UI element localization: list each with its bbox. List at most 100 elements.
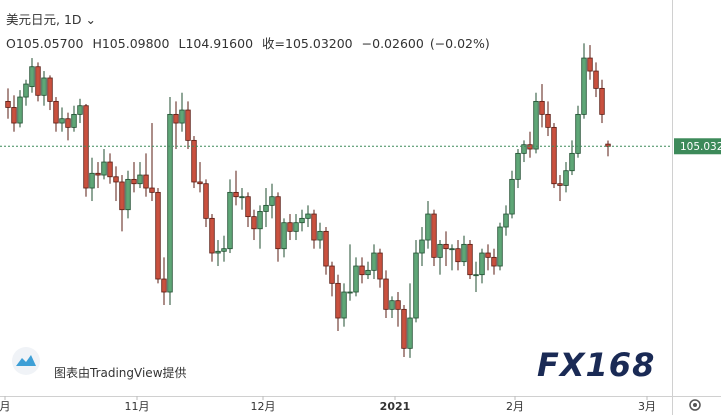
candle-body xyxy=(281,222,287,250)
candle-body xyxy=(263,204,269,212)
candle-body xyxy=(167,113,173,293)
ohlc-key: H xyxy=(92,36,102,51)
candle-body xyxy=(329,265,335,284)
candle-body xyxy=(497,226,503,267)
candle-body xyxy=(527,144,533,150)
candle-body xyxy=(23,83,29,98)
candle-body xyxy=(149,187,155,193)
last-price-label: 105.032 xyxy=(680,141,721,153)
candle-body xyxy=(389,300,395,310)
candle-body xyxy=(479,252,485,276)
x-tick-label: 月 xyxy=(0,400,10,413)
candle-body xyxy=(515,152,521,180)
candle-body xyxy=(371,252,377,271)
candle-body xyxy=(419,239,425,254)
candle-body xyxy=(545,113,551,128)
candle-body xyxy=(179,109,185,124)
interval[interactable]: 1D xyxy=(63,12,82,27)
candle-body xyxy=(377,252,383,280)
candle-body xyxy=(239,196,245,199)
candle-body xyxy=(77,105,83,115)
candle-body xyxy=(233,191,239,198)
x-tick-label: 2021 xyxy=(380,400,411,413)
candle-body xyxy=(95,172,101,176)
candle-body xyxy=(341,291,347,319)
candle-body xyxy=(569,152,575,172)
candle-body xyxy=(413,252,419,319)
candle-body xyxy=(161,278,167,293)
candle-body xyxy=(455,248,461,263)
ohlc-key: O xyxy=(6,36,16,51)
candle-body xyxy=(551,126,557,185)
candle-body xyxy=(431,213,437,258)
separator: , xyxy=(56,12,64,27)
candle-body xyxy=(347,291,353,294)
candle-body xyxy=(533,100,539,150)
settings-icon[interactable] xyxy=(689,399,701,411)
candle-body xyxy=(41,77,47,96)
candle-body xyxy=(143,174,149,189)
change-percent: (−0.02%) xyxy=(429,36,490,51)
candle-body xyxy=(605,143,611,147)
candle-body xyxy=(491,256,497,267)
candle-body xyxy=(203,183,209,219)
ohlc-line: O105.05700 H105.09800 L104.91600 收=105.0320… xyxy=(6,33,490,52)
candle-body xyxy=(299,217,305,224)
candle-body xyxy=(575,113,581,154)
ohlc-key: L xyxy=(178,36,186,51)
candle-body xyxy=(467,243,473,276)
candle-body xyxy=(557,183,563,186)
candle-body xyxy=(449,248,455,251)
x-tick-label: 2月 xyxy=(506,400,524,413)
candle-body xyxy=(227,191,233,250)
candle-body xyxy=(215,250,221,254)
ohlc-value: 104.91600 xyxy=(185,36,254,51)
candle-body xyxy=(35,66,41,96)
candle-body xyxy=(275,196,281,250)
candle-body xyxy=(563,170,569,186)
interval-chevron[interactable]: ⌄ xyxy=(81,12,96,27)
candle-body xyxy=(53,100,59,124)
candle-body xyxy=(365,269,371,276)
candle-body xyxy=(221,248,227,252)
candle-body xyxy=(395,300,401,310)
candle-body xyxy=(257,211,263,230)
candle-body xyxy=(425,213,431,241)
candle-body xyxy=(65,118,71,128)
symbol[interactable]: 美元日元 xyxy=(6,12,57,27)
candle-body xyxy=(101,161,107,176)
symbol-line: 美元日元, 1D ⌄ xyxy=(6,9,96,28)
candle-body xyxy=(503,213,509,228)
candle-body xyxy=(317,230,323,241)
candles xyxy=(5,43,611,358)
candle-body xyxy=(209,217,215,254)
ohlc-value: 105.09800 xyxy=(101,36,170,51)
candle-body xyxy=(383,278,389,310)
candle-body xyxy=(587,57,593,72)
candle-body xyxy=(323,230,329,267)
candle-body xyxy=(473,274,479,277)
logo: FX168 xyxy=(537,346,656,384)
watermark[interactable]: 图表由TradingView提供 xyxy=(54,366,187,380)
candle-body xyxy=(131,178,137,185)
ohlc-value: 105.05700 xyxy=(15,36,84,51)
candle-body xyxy=(293,222,299,232)
candle-body xyxy=(11,107,17,124)
candle-body xyxy=(59,118,65,124)
candle-body xyxy=(437,243,443,258)
candle-body xyxy=(155,191,161,280)
candle-body xyxy=(47,77,53,102)
candle-body xyxy=(509,178,515,215)
candle-body xyxy=(17,96,23,124)
candle-body xyxy=(599,87,605,115)
candle-body xyxy=(401,308,407,349)
candle-body xyxy=(521,144,527,154)
change: −0.02600 xyxy=(361,36,424,51)
candle-body xyxy=(251,216,257,230)
candle-body xyxy=(107,161,113,178)
candle-body xyxy=(185,109,191,141)
candle-body xyxy=(593,70,599,89)
candle-body xyxy=(353,265,359,293)
candle-body xyxy=(71,113,77,128)
candle-body xyxy=(89,172,95,189)
